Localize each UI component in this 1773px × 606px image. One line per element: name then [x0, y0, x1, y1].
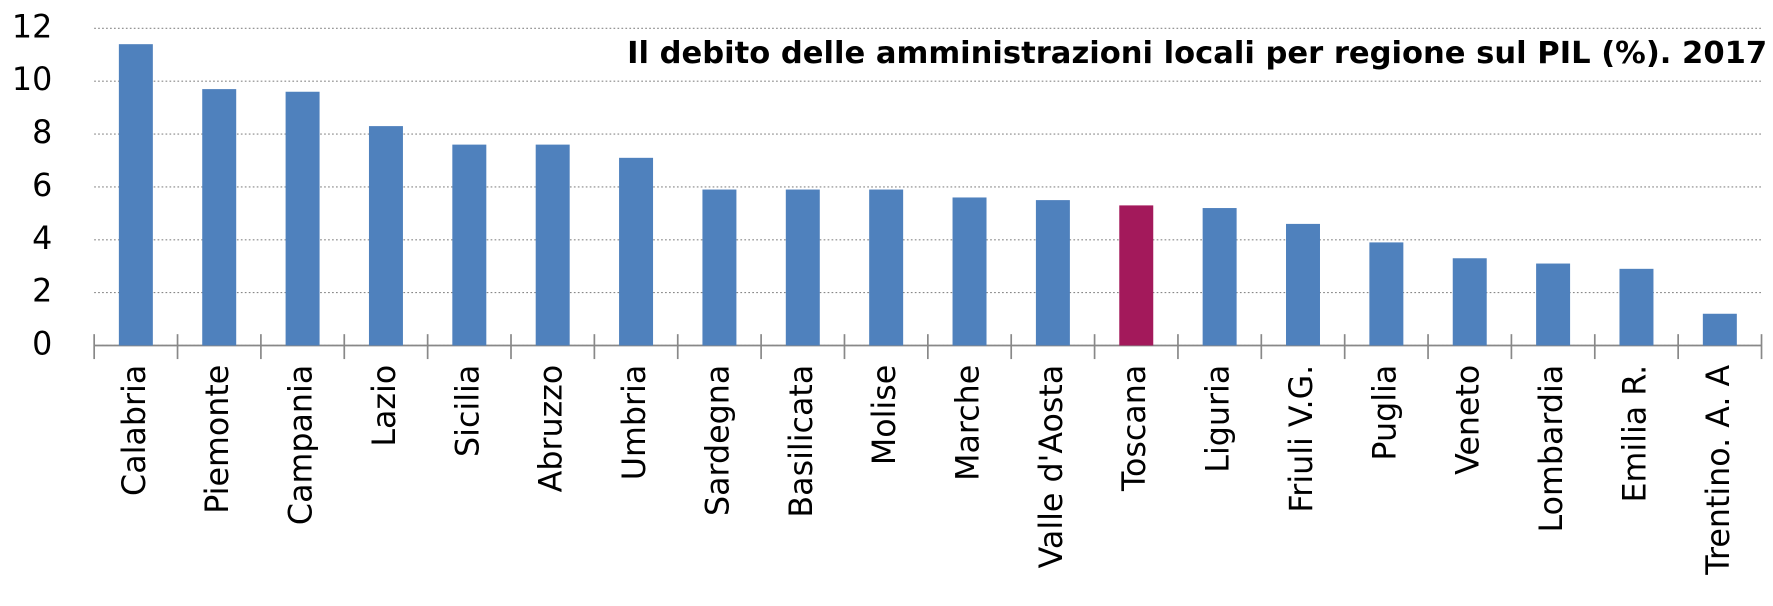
- x-tick-label: Toscana: [1117, 365, 1153, 492]
- bar: [1536, 263, 1571, 346]
- bar: [702, 189, 737, 346]
- x-tick-label: Trentino. A. A: [1701, 364, 1737, 575]
- bar: [785, 189, 820, 346]
- y-tick-label: 8: [32, 115, 52, 151]
- x-tick-label: Calabria: [117, 365, 153, 496]
- chart-title: Il debito delle amministrazioni locali p…: [627, 36, 1767, 71]
- bar: [869, 189, 904, 346]
- bar: [368, 126, 403, 346]
- y-tick-label: 2: [32, 274, 52, 310]
- x-tick-label: Campania: [284, 365, 320, 525]
- x-tick-label: Marche: [951, 365, 987, 481]
- x-tick-label: Emilia R.: [1617, 365, 1653, 503]
- x-tick-label: Sicilia: [450, 365, 486, 457]
- bar: [1369, 242, 1404, 346]
- bar: [285, 91, 320, 346]
- x-tick-label: Lombardia: [1534, 365, 1570, 533]
- y-tick-label: 12: [12, 9, 52, 45]
- x-tick-label: Valle d'Aosta: [1034, 365, 1070, 569]
- bar: [1286, 223, 1320, 346]
- y-tick-label: 0: [32, 326, 52, 362]
- x-tick-label: Basilicata: [784, 365, 820, 518]
- bar: [1702, 313, 1737, 346]
- bar: [952, 197, 987, 346]
- x-tick-label: Lazio: [367, 365, 403, 447]
- bar: [1452, 258, 1487, 346]
- x-tick-label: Abruzzo: [534, 365, 570, 493]
- x-tick-label: Piemonte: [200, 365, 236, 514]
- x-tick-label: Sardegna: [700, 365, 736, 516]
- x-tick-label: Veneto: [1451, 365, 1487, 475]
- x-tick-label: Umbria: [617, 365, 653, 480]
- bar: [202, 89, 237, 346]
- x-tick-label: Friuli V.G.: [1284, 365, 1320, 513]
- x-tick-label: Molise: [867, 365, 903, 465]
- bar: [452, 144, 487, 346]
- bar: [1202, 208, 1237, 346]
- bar: [1119, 205, 1154, 346]
- y-tick-label: 4: [32, 221, 52, 257]
- bar: [1619, 268, 1654, 346]
- bar: [118, 44, 153, 346]
- x-tick-label: Puglia: [1367, 365, 1403, 461]
- y-tick-label: 6: [32, 168, 52, 204]
- bar: [535, 144, 570, 346]
- y-tick-label: 10: [12, 62, 52, 98]
- bar: [1035, 200, 1070, 346]
- x-tick-label: Liguria: [1201, 365, 1237, 473]
- bar: [619, 157, 654, 346]
